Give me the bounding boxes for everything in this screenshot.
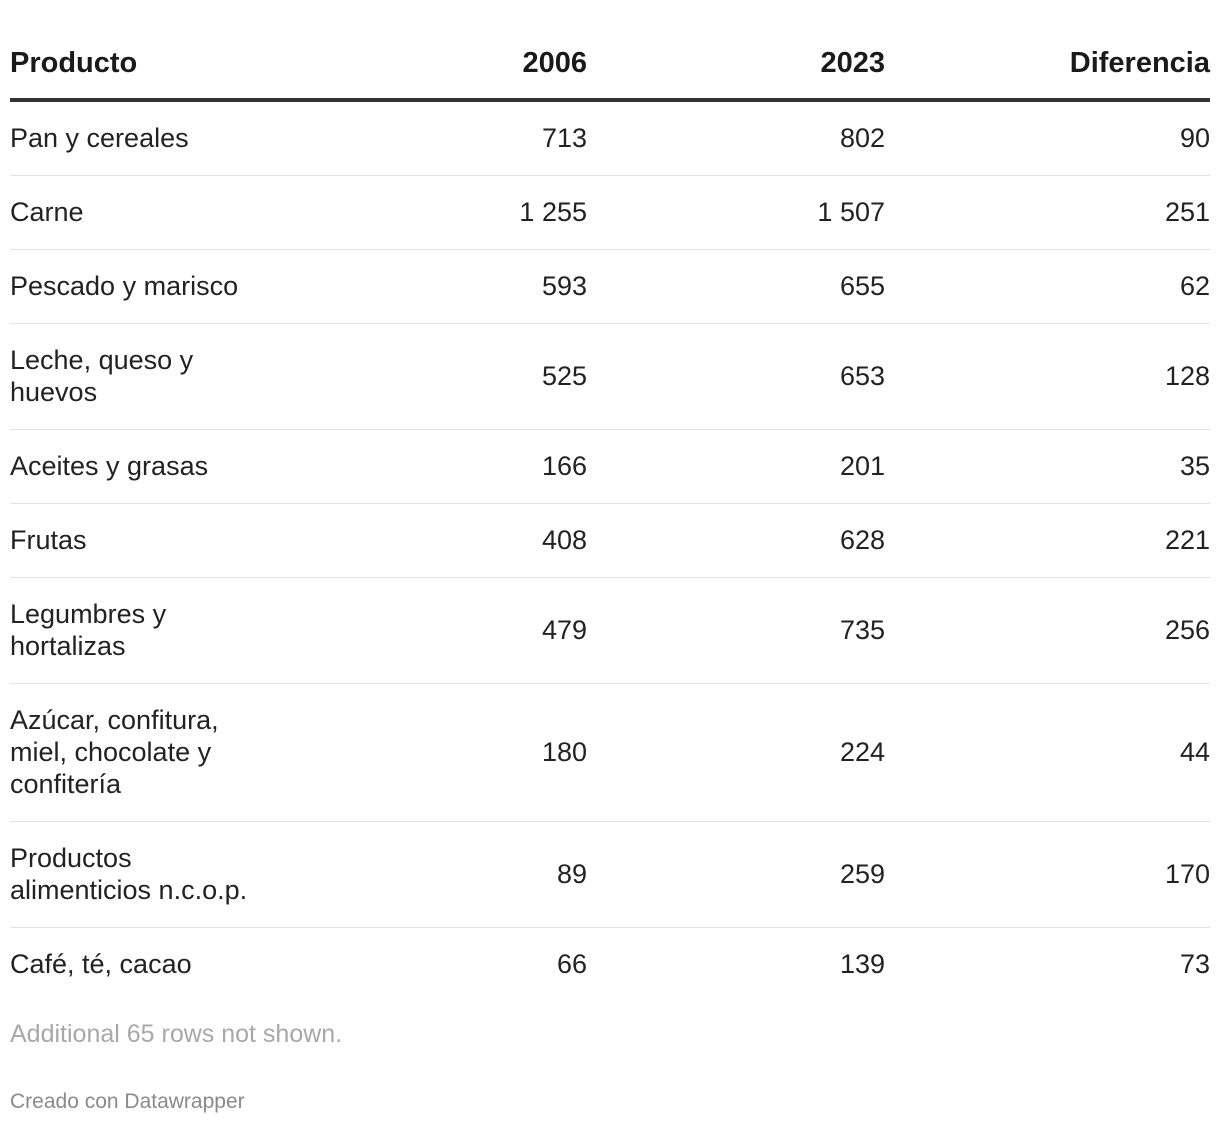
header-row: Producto 2006 2023 Diferencia — [10, 30, 1210, 102]
cell-diferencia: 90 — [885, 100, 1210, 176]
cell-producto: Pan y cereales — [10, 100, 310, 176]
cell-diferencia: 170 — [885, 821, 1210, 928]
cell-producto: Carne — [10, 175, 310, 250]
cell-diferencia: 44 — [885, 683, 1210, 822]
cell-2006: 525 — [310, 323, 587, 430]
column-header-producto[interactable]: Producto — [10, 30, 310, 102]
cell-producto: Aceites y grasas — [10, 429, 310, 504]
cell-2023: 201 — [587, 429, 885, 504]
cell-diferencia: 73 — [1179, 949, 1210, 979]
cell-2006: 479 — [310, 577, 587, 684]
table-row: Frutas 408 628 221 — [10, 503, 1210, 578]
table-row: Café, té, cacao 66 139 73 — [10, 928, 1210, 1002]
cell-producto: Frutas — [10, 503, 310, 578]
cell-diferencia: 221 — [885, 503, 1210, 578]
cell-2023: 735 — [587, 577, 885, 684]
table-row: Legumbres y hortalizas 479 735 256 — [10, 577, 1210, 684]
column-header-diferencia[interactable]: Diferencia — [885, 30, 1210, 102]
table-row: Pescado y marisco 593 655 62 — [10, 249, 1210, 324]
table-notes: Additional 65 rows not shown. — [10, 1020, 343, 1048]
cell-producto: Legumbres y hortalizas — [10, 577, 310, 684]
cell-2006: 1 255 — [310, 175, 587, 250]
cell-2006: 166 — [310, 429, 587, 504]
cell-2023: 1 507 — [587, 175, 885, 250]
cell-2006: 593 — [310, 249, 587, 324]
table-row: Pan y cereales 713 802 90 — [10, 100, 1210, 176]
cell-2006: 180 — [310, 683, 587, 822]
cell-2006: 66 — [556, 949, 587, 979]
cell-2006: 408 — [310, 503, 587, 578]
table-row: Leche, queso y huevos 525 653 128 — [10, 323, 1210, 430]
cell-producto: Leche, queso y huevos — [10, 323, 310, 430]
column-header-2006[interactable]: 2006 — [310, 30, 587, 102]
table-row: Aceites y grasas 166 201 35 — [10, 429, 1210, 504]
cell-2023: 628 — [587, 503, 885, 578]
cell-2023: 655 — [587, 249, 885, 324]
column-header-2023[interactable]: 2023 — [587, 30, 885, 102]
cell-diferencia: 256 — [885, 577, 1210, 684]
table-row: Azúcar, confitura, miel, chocolate y con… — [10, 683, 1210, 822]
cell-2023: 139 — [839, 949, 885, 979]
table-row: Carne 1 255 1 507 251 — [10, 175, 1210, 250]
cell-2006: 89 — [310, 821, 587, 928]
credit-line: Creado con Datawrapper — [10, 1090, 245, 1113]
cell-diferencia: 62 — [885, 249, 1210, 324]
cell-2023: 802 — [587, 100, 885, 176]
cell-2023: 224 — [587, 683, 885, 822]
table-row: Productos alimenticios n.c.o.p. 89 259 170 — [10, 821, 1210, 928]
cell-2006: 713 — [310, 100, 587, 176]
cell-diferencia: 251 — [885, 175, 1210, 250]
cell-2023: 259 — [587, 821, 885, 928]
cell-2023: 653 — [587, 323, 885, 430]
cell-producto: Pescado y marisco — [10, 249, 310, 324]
cell-diferencia: 128 — [885, 323, 1210, 430]
cell-diferencia: 35 — [885, 429, 1210, 504]
cell-producto: Productos alimenticios n.c.o.p. — [10, 821, 310, 928]
data-table: Producto 2006 2023 Diferencia Pan y cere… — [10, 30, 1210, 1001]
table-body: Pan y cereales 713 802 90 Carne 1 255 1 507 251… — [10, 100, 1210, 1001]
cell-producto: Café, té, cacao — [10, 949, 192, 979]
cell-producto: Azúcar, confitura, miel, chocolate y con… — [10, 683, 310, 822]
